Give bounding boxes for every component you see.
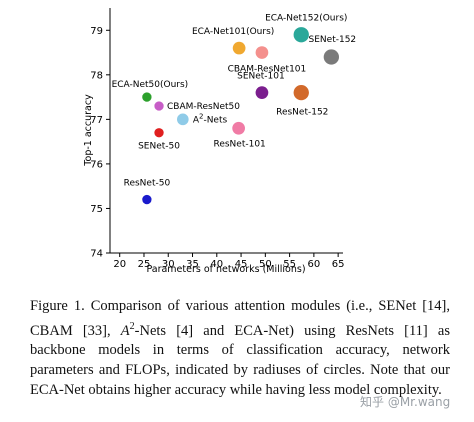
point-eca-net50-ours bbox=[142, 92, 152, 102]
point-a2-nets bbox=[177, 113, 189, 126]
y-tick-label: 74 bbox=[90, 249, 103, 260]
x-tick-label: 50 bbox=[259, 259, 272, 270]
points-layer: ResNet-50 SENet-50 ECA-Net50(Ours) CBAM-Res… bbox=[112, 14, 357, 205]
point-label-eca-net50-ours: ECA-Net50(Ours) bbox=[112, 80, 189, 90]
x-tick-label: 35 bbox=[186, 259, 199, 270]
y-tick-label: 79 bbox=[90, 26, 103, 37]
x-tick-label: 45 bbox=[235, 259, 248, 270]
figure-caption: Figure 1. Comparison of various attentio… bbox=[30, 297, 450, 401]
scatter-chart: 20 25 30 35 40 45 50 55 60 65 74 75 76 77 78 79 ResNet-… bbox=[83, 8, 357, 275]
chart-svg: 20 25 30 35 40 45 50 55 60 65 74 75 76 77 78 79 ResNet-… bbox=[83, 8, 357, 275]
point-cbam-resnet50 bbox=[154, 101, 164, 111]
x-tick-label: 65 bbox=[332, 259, 345, 270]
point-label-resnet-152: ResNet-152 bbox=[276, 108, 328, 118]
caption-text-1: Comparison of various attention modules … bbox=[30, 298, 450, 339]
x-tick-label: 25 bbox=[138, 259, 151, 270]
point-label-cbam-resnet101: CBAM-ResNet101 bbox=[228, 65, 307, 75]
a2-symbol: A bbox=[120, 322, 130, 339]
point-label-cbam-resnet50: CBAM-ResNet50 bbox=[167, 102, 240, 112]
point-label-eca-net101-ours: ECA-Net101(Ours) bbox=[192, 27, 274, 37]
point-cbam-resnet101 bbox=[255, 46, 269, 59]
watermark: 知乎 @Mr.wang bbox=[360, 395, 451, 409]
x-tick-label: 60 bbox=[308, 259, 321, 270]
point-eca-net101-ours bbox=[232, 41, 246, 55]
point-senet-50 bbox=[154, 128, 164, 138]
y-tick-label: 76 bbox=[90, 159, 103, 170]
x-tick-label: 30 bbox=[162, 259, 175, 270]
point-resnet-152 bbox=[293, 84, 309, 101]
point-resnet-101 bbox=[232, 121, 245, 135]
y-tick-label: 78 bbox=[90, 70, 103, 81]
x-axis-label: Parameters of networks (Millions) bbox=[146, 264, 305, 275]
y-axis-label: Top-1 accuracy bbox=[83, 94, 94, 167]
x-tick-label: 20 bbox=[113, 259, 126, 270]
point-eca-net152-ours bbox=[293, 27, 309, 43]
ticks-layer: 20 25 30 35 40 45 50 55 60 65 74 75 76 77 78 79 bbox=[90, 26, 344, 270]
point-label-a2-nets: A2-Nets bbox=[193, 112, 228, 125]
point-label-senet-50: SENet-50 bbox=[138, 142, 180, 152]
point-label-senet-152: SENet-152 bbox=[309, 35, 357, 45]
caption-text-2: -Nets [4] and ECA-Net) using ResNets [11… bbox=[30, 322, 450, 399]
y-tick-label: 75 bbox=[90, 204, 103, 215]
x-tick-label: 55 bbox=[283, 259, 296, 270]
a2-superscript: 2 bbox=[129, 320, 135, 332]
point-resnet-50 bbox=[142, 194, 152, 205]
point-label-resnet-50: ResNet-50 bbox=[124, 179, 171, 189]
point-label-senet-101: SENet-101 bbox=[237, 72, 285, 82]
point-label-eca-net152-ours: ECA-Net152(Ours) bbox=[265, 14, 347, 24]
point-senet-101 bbox=[255, 86, 269, 99]
y-tick-label: 77 bbox=[90, 115, 103, 126]
x-tick-label: 40 bbox=[210, 259, 223, 270]
figure-label: Figure 1. bbox=[30, 298, 85, 314]
point-label-resnet-101: ResNet-101 bbox=[213, 139, 265, 149]
point-senet-152 bbox=[323, 49, 340, 65]
